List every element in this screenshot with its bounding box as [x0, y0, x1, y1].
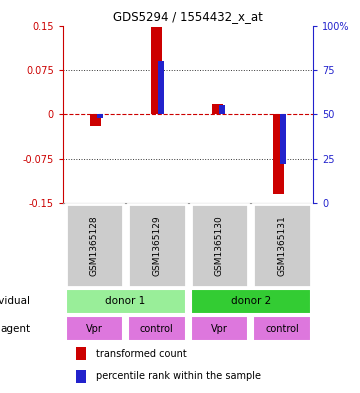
FancyBboxPatch shape	[253, 204, 311, 287]
FancyBboxPatch shape	[66, 289, 186, 314]
Title: GDS5294 / 1554432_x_at: GDS5294 / 1554432_x_at	[113, 10, 263, 23]
Text: donor 1: donor 1	[105, 296, 146, 307]
Text: Vpr: Vpr	[211, 324, 228, 334]
Bar	[212, 104, 223, 114]
Bar	[90, 114, 101, 126]
Text: transformed count: transformed count	[96, 349, 187, 359]
FancyBboxPatch shape	[128, 316, 186, 342]
Text: control: control	[140, 324, 174, 334]
Text: control: control	[265, 324, 299, 334]
Bar	[76, 347, 86, 360]
Text: GSM1365130: GSM1365130	[215, 215, 224, 276]
FancyBboxPatch shape	[128, 204, 186, 287]
FancyBboxPatch shape	[253, 316, 311, 342]
Text: GSM1365131: GSM1365131	[278, 215, 287, 276]
Bar	[219, 105, 225, 114]
FancyBboxPatch shape	[190, 289, 311, 314]
Bar	[97, 114, 103, 118]
Text: GSM1365128: GSM1365128	[90, 215, 99, 275]
FancyBboxPatch shape	[190, 316, 248, 342]
Text: donor 2: donor 2	[230, 296, 271, 307]
Bar	[76, 369, 86, 382]
FancyBboxPatch shape	[190, 204, 248, 287]
Text: individual: individual	[0, 296, 31, 307]
Text: percentile rank within the sample: percentile rank within the sample	[96, 371, 261, 381]
Text: GSM1365129: GSM1365129	[152, 215, 161, 275]
Bar	[151, 27, 162, 114]
Text: Vpr: Vpr	[86, 324, 103, 334]
FancyBboxPatch shape	[66, 204, 123, 287]
Bar	[273, 114, 284, 194]
Text: agent: agent	[0, 324, 31, 334]
FancyBboxPatch shape	[66, 316, 123, 342]
Bar	[158, 61, 164, 114]
Bar	[280, 114, 286, 164]
